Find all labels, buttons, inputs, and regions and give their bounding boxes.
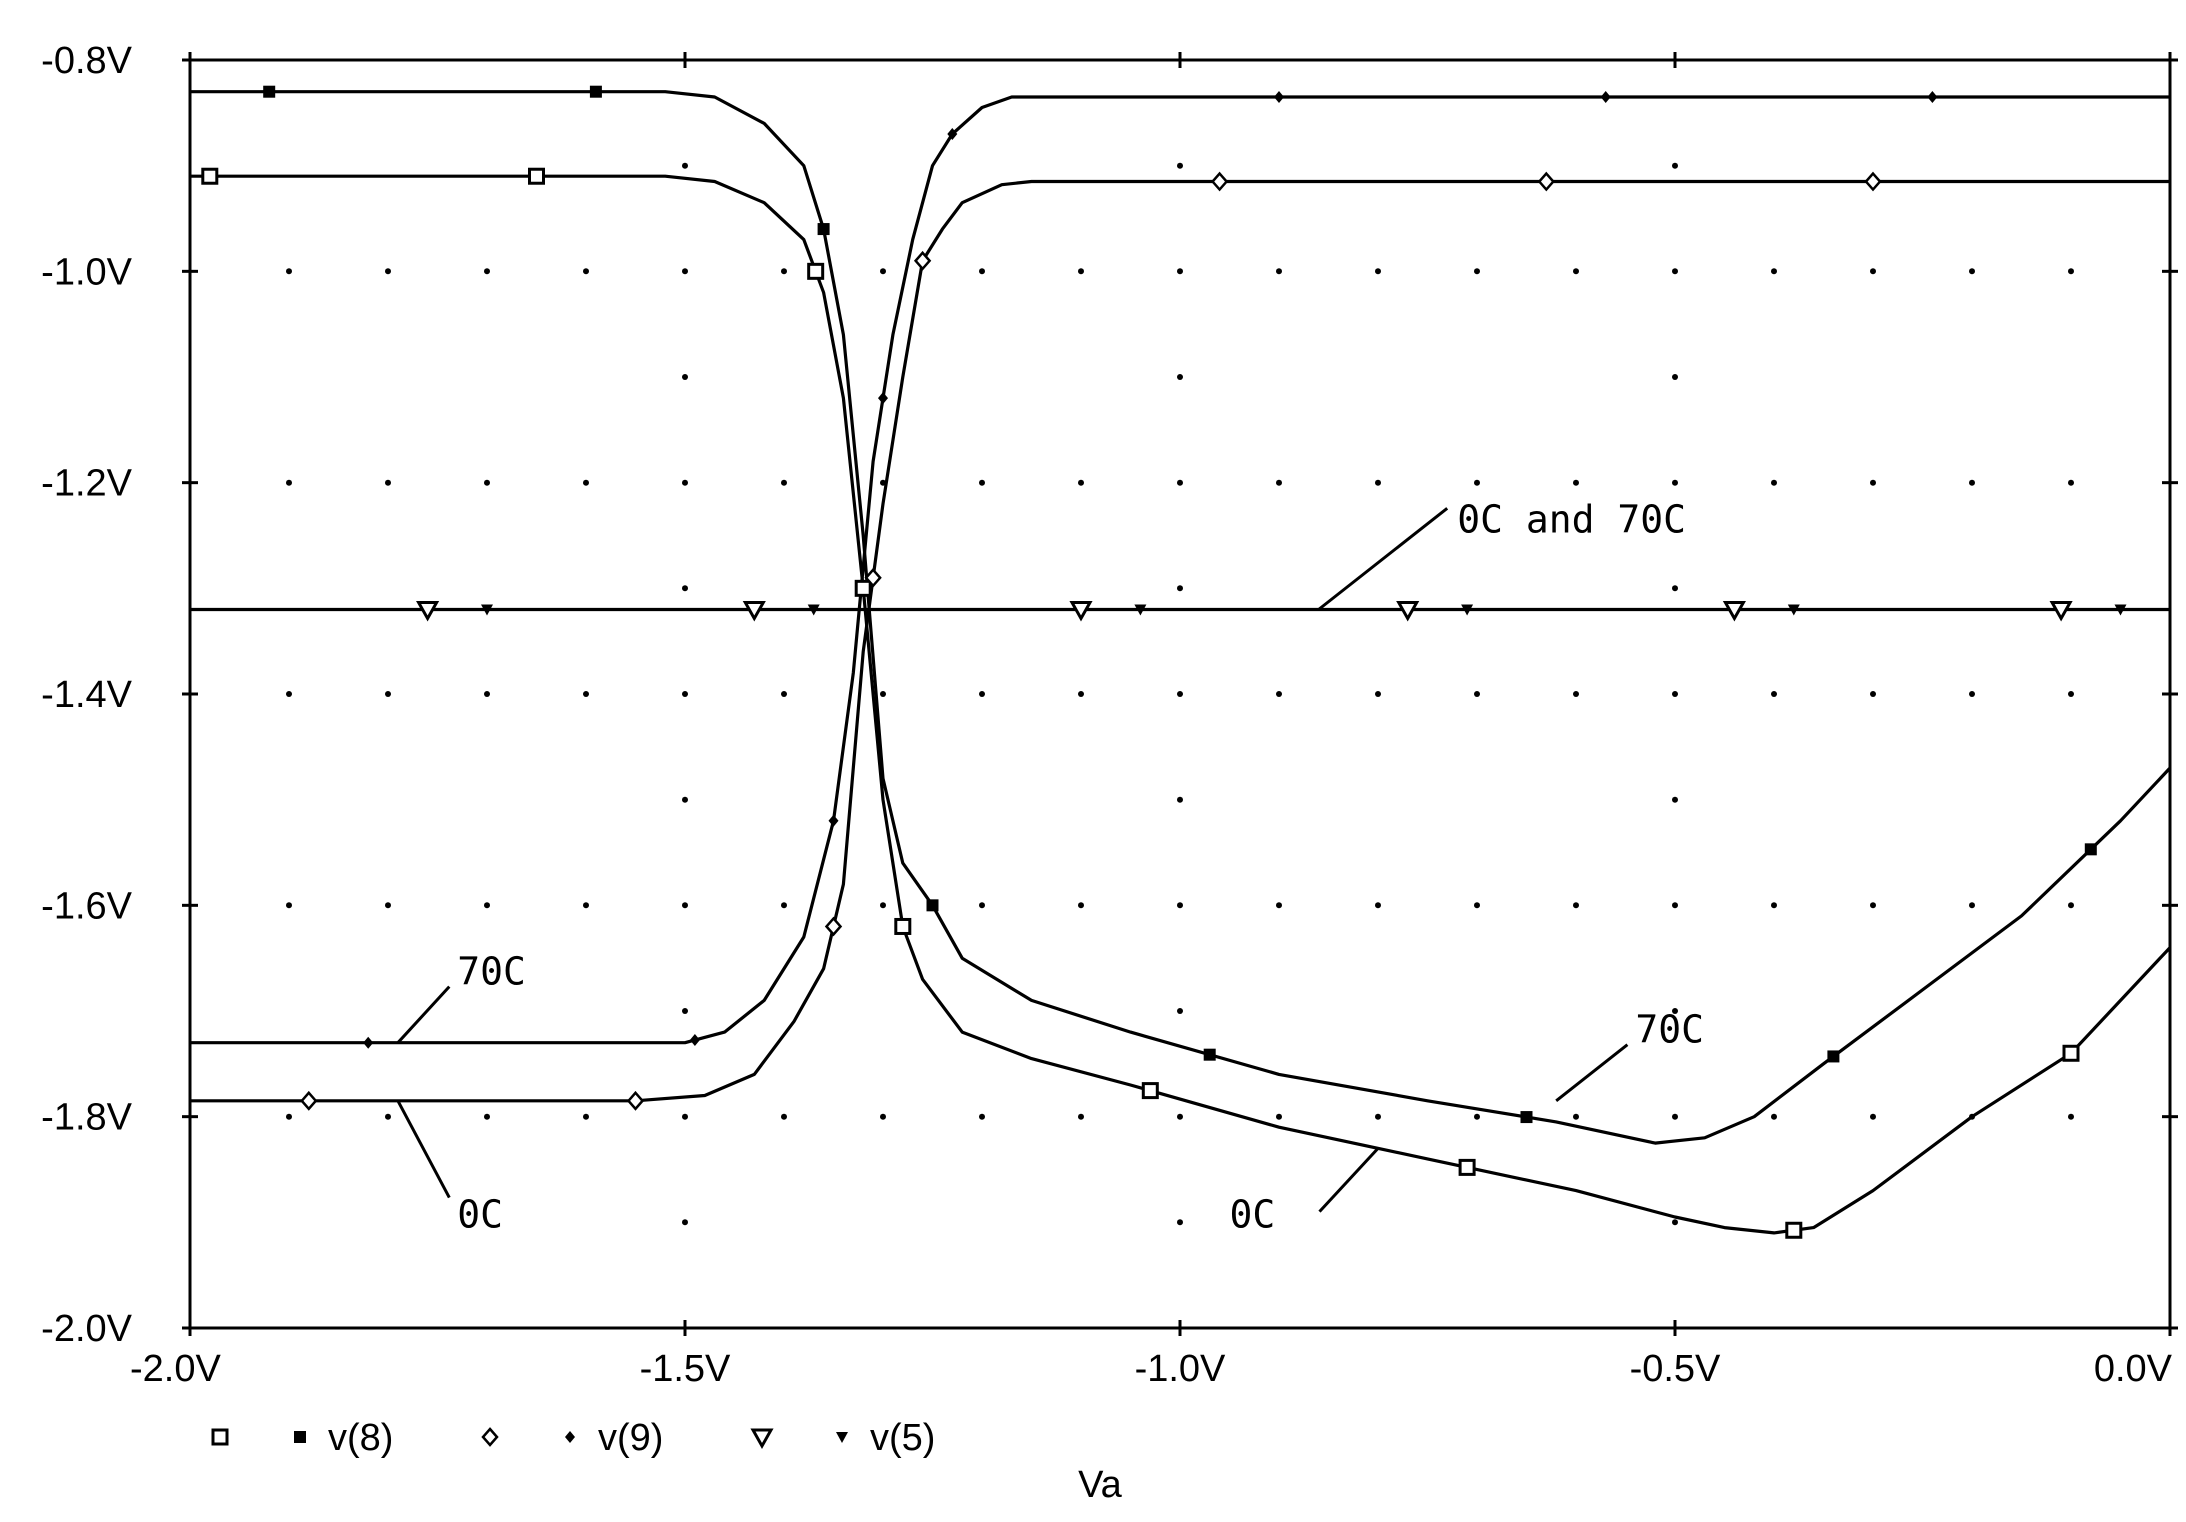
legend-label: v(9) xyxy=(598,1417,663,1459)
data-point-square-filled xyxy=(1203,1048,1216,1061)
x-tick-label: -1.5V xyxy=(640,1348,731,1390)
data-point-square-filled xyxy=(263,85,276,98)
legend-marker-square-filled xyxy=(294,1431,306,1443)
data-point-square-filled xyxy=(1520,1111,1533,1124)
legend: v(8) v(9) v(5) xyxy=(211,1417,935,1459)
legend-marker-diamond-open xyxy=(481,1427,499,1447)
legend-label: v(8) xyxy=(328,1417,393,1459)
annotation-leader xyxy=(396,985,451,1044)
annotation-label: 70C xyxy=(1635,1008,1704,1052)
data-point-triangle-open xyxy=(742,600,766,622)
x-tick-label: 0.0V xyxy=(2094,1348,2173,1390)
y-tick-label: -2.0V xyxy=(41,1308,132,1350)
data-point-square-open xyxy=(2062,1044,2080,1062)
annotation-leader xyxy=(396,1100,451,1199)
data-point-diamond-filled xyxy=(363,1036,374,1049)
x-tick-label: -2.0V xyxy=(130,1348,221,1390)
data-point-diamond-filled xyxy=(1600,90,1611,103)
data-point-diamond-filled xyxy=(689,1034,700,1047)
legend-marker-square-open xyxy=(211,1428,229,1446)
data-point-square-open xyxy=(1141,1082,1159,1100)
y-tick-label: -0.8V xyxy=(41,40,132,82)
data-point-triangle-filled xyxy=(807,604,820,616)
x-tick-label: -0.5V xyxy=(1630,1348,1721,1390)
data-point-square-open xyxy=(528,167,545,185)
data-point-diamond-open xyxy=(824,916,843,937)
data-point-diamond-filled xyxy=(1927,90,1938,103)
data-point-square-open xyxy=(894,917,912,935)
data-point-square-open xyxy=(1458,1158,1476,1176)
y-tick-label: -1.8V xyxy=(41,1097,132,1139)
annotation-leader xyxy=(1317,507,1449,611)
data-point-diamond-filled xyxy=(1274,90,1284,103)
annotation-leader xyxy=(1318,1147,1380,1213)
data-point-diamond-open xyxy=(864,567,882,588)
data-point-diamond-open xyxy=(913,250,932,271)
legend-marker-diamond-filled xyxy=(565,1431,575,1443)
data-point-triangle-open xyxy=(416,600,440,622)
axes xyxy=(182,52,2178,1336)
data-point-triangle-filled xyxy=(1134,604,1147,616)
series-layer xyxy=(190,90,2172,1235)
data-point-square-filled xyxy=(926,899,939,912)
data-point-triangle-filled xyxy=(1461,604,1474,616)
data-point-diamond-open xyxy=(1864,171,1882,192)
y-tick-label: -1.4V xyxy=(41,674,132,716)
x-axis-title: Va xyxy=(1078,1464,1123,1506)
data-point-diamond-open xyxy=(1210,171,1229,192)
annotation-label: 0C and 70C xyxy=(1457,497,1686,541)
y-tick-label: -1.6V xyxy=(41,885,132,927)
data-point-diamond-filled xyxy=(947,127,958,140)
annotation-label: 0C xyxy=(457,1193,503,1237)
marker-layer xyxy=(201,85,2127,1239)
legend-label: v(5) xyxy=(870,1417,935,1459)
annotation-label: 0C xyxy=(1230,1193,1276,1237)
y-tick-label: -1.2V xyxy=(41,463,132,505)
data-point-square-filled xyxy=(589,85,602,98)
series-line-v8-0C xyxy=(190,174,2172,1235)
grid-dots xyxy=(286,162,2074,1226)
annotation-leader xyxy=(1555,1043,1629,1102)
data-point-triangle-open xyxy=(1396,600,1420,622)
legend-marker-triangle-open xyxy=(750,1428,774,1450)
data-point-square-filled xyxy=(1827,1050,1840,1063)
data-point-square-open xyxy=(854,579,872,597)
data-point-triangle-open xyxy=(1069,600,1093,622)
data-point-triangle-open xyxy=(2049,600,2073,622)
data-point-square-filled xyxy=(2084,843,2097,856)
tick-labels: -2.0V -1.5V -1.0V -0.5V 0.0V -0.8V -1.0V -1.2V -… xyxy=(41,40,2172,1390)
legend-marker-triangle-filled xyxy=(836,1432,848,1443)
data-point-square-filled xyxy=(817,223,830,236)
x-tick-label: -1.0V xyxy=(1135,1348,1226,1390)
y-tick-label: -1.0V xyxy=(41,251,132,293)
data-point-triangle-filled xyxy=(2114,604,2127,616)
data-point-diamond-open xyxy=(1537,171,1555,192)
annotation-label: 70C xyxy=(457,950,526,994)
data-point-square-open xyxy=(201,167,219,185)
annotation-layer: 0C and 70C 70C 0C 70C 0C xyxy=(396,497,1704,1237)
data-point-diamond-open xyxy=(300,1090,318,1111)
series-line-v9-70C xyxy=(190,95,2170,1045)
data-point-triangle-filled xyxy=(1787,604,1800,616)
data-point-square-open xyxy=(807,262,825,280)
series-line-v9-0C xyxy=(190,179,2170,1103)
data-point-diamond-filled xyxy=(878,392,888,405)
data-point-diamond-open xyxy=(626,1090,645,1111)
data-point-diamond-filled xyxy=(828,814,839,827)
data-point-triangle-filled xyxy=(481,604,493,616)
data-point-triangle-open xyxy=(1722,600,1746,622)
data-point-square-open xyxy=(1785,1221,1803,1239)
series-line-v8-70C xyxy=(190,90,2172,1145)
